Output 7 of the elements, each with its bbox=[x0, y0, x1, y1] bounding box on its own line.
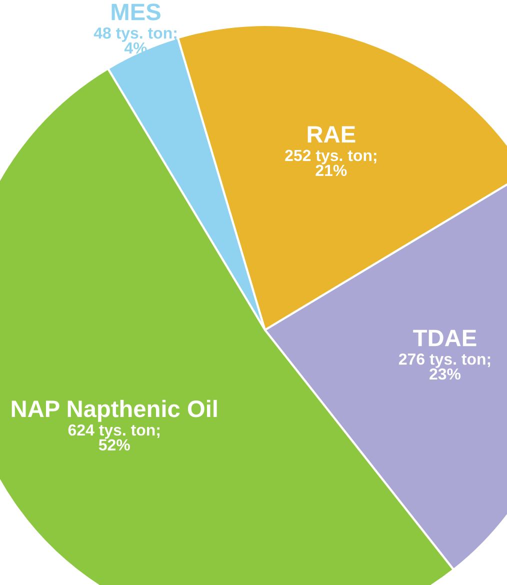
slice-label: MES bbox=[112, 4, 160, 20]
slice-label: NAP Napthenic Oil bbox=[12, 400, 217, 422]
data-label: 252 tys. ton; 21% bbox=[285, 150, 376, 176]
data-label: 624 tys. ton; 52% bbox=[68, 424, 160, 451]
slice-label: TDAE bbox=[413, 330, 476, 346]
slice-label: RAE bbox=[308, 126, 356, 142]
data-label: 276 tys. ton; 23% bbox=[398, 353, 490, 380]
